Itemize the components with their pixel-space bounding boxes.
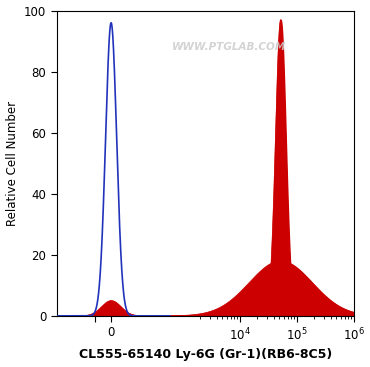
Y-axis label: Relative Cell Number: Relative Cell Number [6,101,18,226]
X-axis label: CL555-65140 Ly-6G (Gr-1)(RB6-8C5): CL555-65140 Ly-6G (Gr-1)(RB6-8C5) [78,348,332,361]
Text: WWW.PTGLAB.COM: WWW.PTGLAB.COM [172,42,286,52]
